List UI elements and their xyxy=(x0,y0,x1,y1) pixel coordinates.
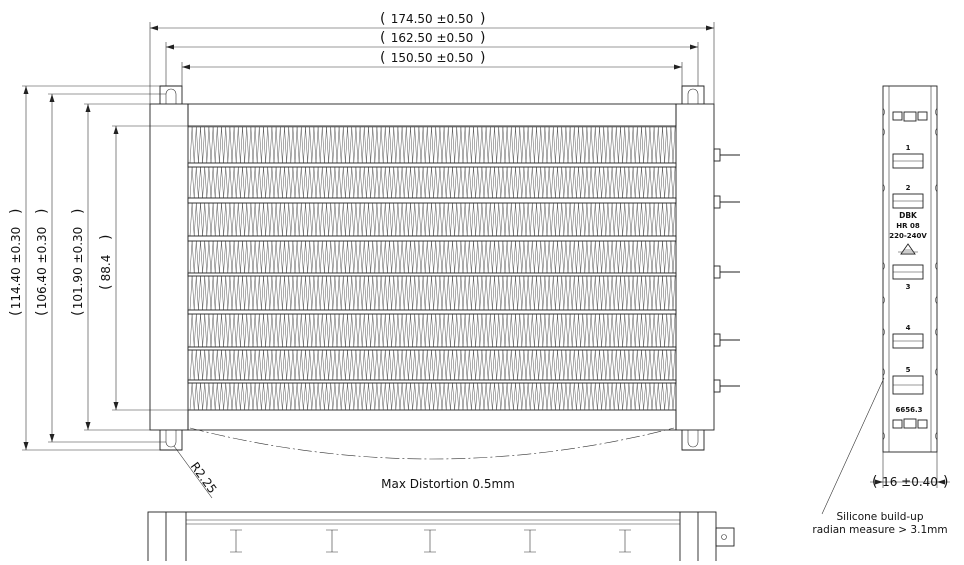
heater-front-view xyxy=(149,85,740,460)
distortion-note: Max Distortion 0.5mm xyxy=(381,477,515,491)
slot-label-1: 1 xyxy=(906,144,911,152)
radius-callout: R2.25 xyxy=(173,445,220,499)
terminal-pins xyxy=(713,148,740,393)
radius-label: R2.25 xyxy=(188,460,220,497)
marking-line-2: HR 08 xyxy=(896,222,920,230)
slot-label-5: 5 xyxy=(906,366,911,374)
horizontal-dimensions: 174.50 ±0.50 ( ) 162.50 ±0.50 ( ) 150.50… xyxy=(149,11,715,104)
svg-text:(: ( xyxy=(872,474,877,490)
svg-text:(: ( xyxy=(98,285,114,290)
part-number: 6656.3 xyxy=(895,406,922,414)
svg-text:): ) xyxy=(480,30,485,46)
svg-text:(: ( xyxy=(380,50,385,66)
svg-text:(: ( xyxy=(34,311,50,316)
height-inner-label: 101.90 ±0.30 xyxy=(71,227,85,310)
svg-text:(: ( xyxy=(8,311,24,316)
width-mid-label: 162.50 ±0.50 xyxy=(391,31,474,45)
svg-text:): ) xyxy=(34,209,50,214)
fin-rows xyxy=(188,126,676,411)
svg-text:(: ( xyxy=(380,30,385,46)
top-connector xyxy=(892,111,928,122)
distortion-arc xyxy=(189,427,675,460)
svg-text:): ) xyxy=(943,474,948,490)
vertical-dimensions: 114.40 ±0.30 ( ) 106.40 ±0.30 ( ) 101.90… xyxy=(8,85,188,451)
svg-text:(: ( xyxy=(70,311,86,316)
mounting-ears xyxy=(159,85,705,451)
width-overall-label: 174.50 ±0.50 xyxy=(391,12,474,26)
silicone-note-line1: Silicone build-up xyxy=(837,511,924,523)
paren-close: ) xyxy=(480,11,485,27)
svg-text:): ) xyxy=(8,209,24,214)
svg-text:): ) xyxy=(70,209,86,214)
width-inner-label: 150.50 ±0.50 xyxy=(391,51,474,65)
heating-element-bars xyxy=(187,162,677,384)
side-width-label: 16 ±0.40 xyxy=(882,475,938,489)
slot-label-2: 2 xyxy=(906,184,911,192)
svg-text:): ) xyxy=(98,235,114,240)
right-side-plate xyxy=(675,103,715,431)
svg-text:): ) xyxy=(480,50,485,66)
paren-open: ( xyxy=(380,11,385,27)
top-rail xyxy=(187,103,677,127)
height-fins-label: 88.4 xyxy=(99,255,113,282)
silicone-leader xyxy=(821,377,885,515)
marking-line-1: DBK xyxy=(899,211,918,220)
slot-label-4: 4 xyxy=(906,324,911,332)
height-mid-label: 106.40 ±0.30 xyxy=(35,227,49,310)
marking-line-3: 220-240V xyxy=(889,232,927,240)
bottom-connector xyxy=(892,418,928,429)
height-overall-label: 114.40 ±0.30 xyxy=(9,227,23,310)
bottom-rail xyxy=(187,409,677,431)
side-frame xyxy=(882,85,938,453)
heater-side-view: 1 2 DBK HR 08 220-240V 3 4 5 6656.3 16 ±… xyxy=(812,85,950,536)
left-side-plate xyxy=(149,103,189,431)
certification-mark-icon xyxy=(898,243,918,255)
slot-label-3: 3 xyxy=(906,283,911,291)
silicone-note-line2: radian measure > 3.1mm xyxy=(812,524,947,536)
heater-bottom-view xyxy=(147,511,735,563)
